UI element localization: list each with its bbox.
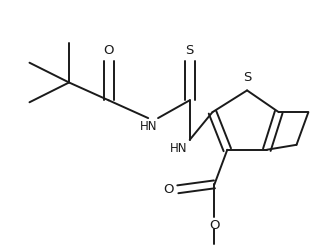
Text: HN: HN xyxy=(170,142,188,155)
Text: S: S xyxy=(243,72,251,84)
Text: O: O xyxy=(164,183,174,196)
Text: O: O xyxy=(209,219,220,232)
Text: O: O xyxy=(103,44,114,57)
Text: S: S xyxy=(185,44,194,57)
Text: HN: HN xyxy=(139,120,157,133)
